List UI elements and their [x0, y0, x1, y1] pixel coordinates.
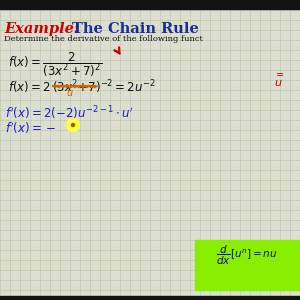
Text: $f(x) = \dfrac{2}{(3x^2+7)^2}$: $f(x) = \dfrac{2}{(3x^2+7)^2}$ — [8, 50, 102, 79]
Bar — [0, 0, 300, 9]
Text: $f'(x) = 2(-2)u^{-2-1} \cdot u'$: $f'(x) = 2(-2)u^{-2-1} \cdot u'$ — [5, 104, 134, 122]
Text: $\dfrac{d}{dx}[u^n] = nu$: $\dfrac{d}{dx}[u^n] = nu$ — [216, 244, 278, 267]
Text: $f'(x) = -$: $f'(x) = -$ — [5, 120, 56, 136]
Text: $=$: $=$ — [274, 68, 285, 78]
Text: $u$: $u$ — [66, 88, 74, 98]
Text: Determine the derivative of the following funct: Determine the derivative of the followin… — [4, 35, 203, 43]
Text: Example:: Example: — [4, 22, 79, 36]
Bar — [195, 240, 300, 290]
Bar — [0, 296, 300, 300]
Text: $\it{f}(x) = 2\,(3x^2\!+\!7)^{-2} = 2u^{-2}$: $\it{f}(x) = 2\,(3x^2\!+\!7)^{-2} = 2u^{… — [8, 78, 156, 96]
Text: $u$: $u$ — [274, 78, 283, 88]
Text: The Chain Rule: The Chain Rule — [72, 22, 199, 36]
Circle shape — [71, 124, 74, 127]
Circle shape — [67, 118, 80, 131]
